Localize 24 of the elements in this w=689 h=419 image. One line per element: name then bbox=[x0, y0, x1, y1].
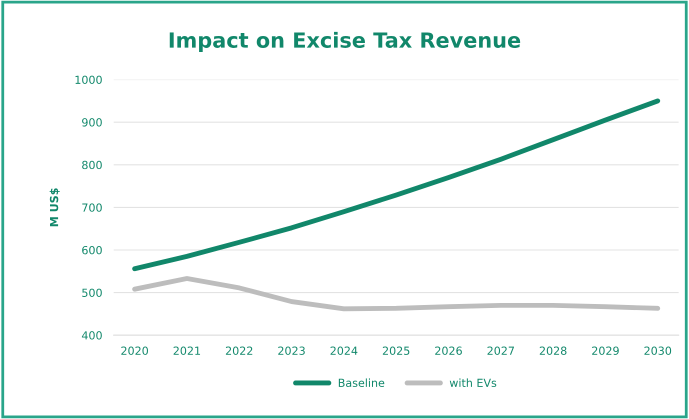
line-series bbox=[132, 98, 660, 272]
y-tick-label: 600 bbox=[82, 246, 102, 254]
x-tick-label: 2025 bbox=[382, 346, 410, 355]
legend-label: with EVs bbox=[450, 378, 496, 388]
y-tick-label: 1000 bbox=[76, 76, 102, 84]
x-tick-label: 2030 bbox=[644, 346, 672, 355]
x-tick-label: 2027 bbox=[487, 346, 514, 355]
x-tick-label: 2021 bbox=[174, 346, 200, 355]
x-tick-label: 2024 bbox=[330, 346, 358, 355]
x-tick-label: 2020 bbox=[121, 346, 148, 355]
x-tick-label: 2028 bbox=[540, 346, 566, 355]
y-tick-label: 500 bbox=[82, 288, 102, 297]
x-tick-label: 2029 bbox=[592, 346, 619, 355]
x-tick-label: 2023 bbox=[278, 346, 305, 355]
line-series bbox=[132, 276, 660, 312]
y-tick-label: 400 bbox=[82, 331, 102, 340]
y-axis-title: M US$ bbox=[50, 188, 60, 226]
legend-label: Baseline bbox=[338, 378, 384, 388]
y-tick-label: 900 bbox=[82, 118, 102, 127]
chart-title: Impact on Excise Tax Revenue bbox=[170, 32, 520, 52]
y-tick-label: 700 bbox=[82, 203, 102, 212]
y-tick-label: 800 bbox=[82, 160, 102, 170]
x-tick-label: 2022 bbox=[226, 346, 252, 355]
x-tick-label: 2026 bbox=[435, 346, 462, 355]
